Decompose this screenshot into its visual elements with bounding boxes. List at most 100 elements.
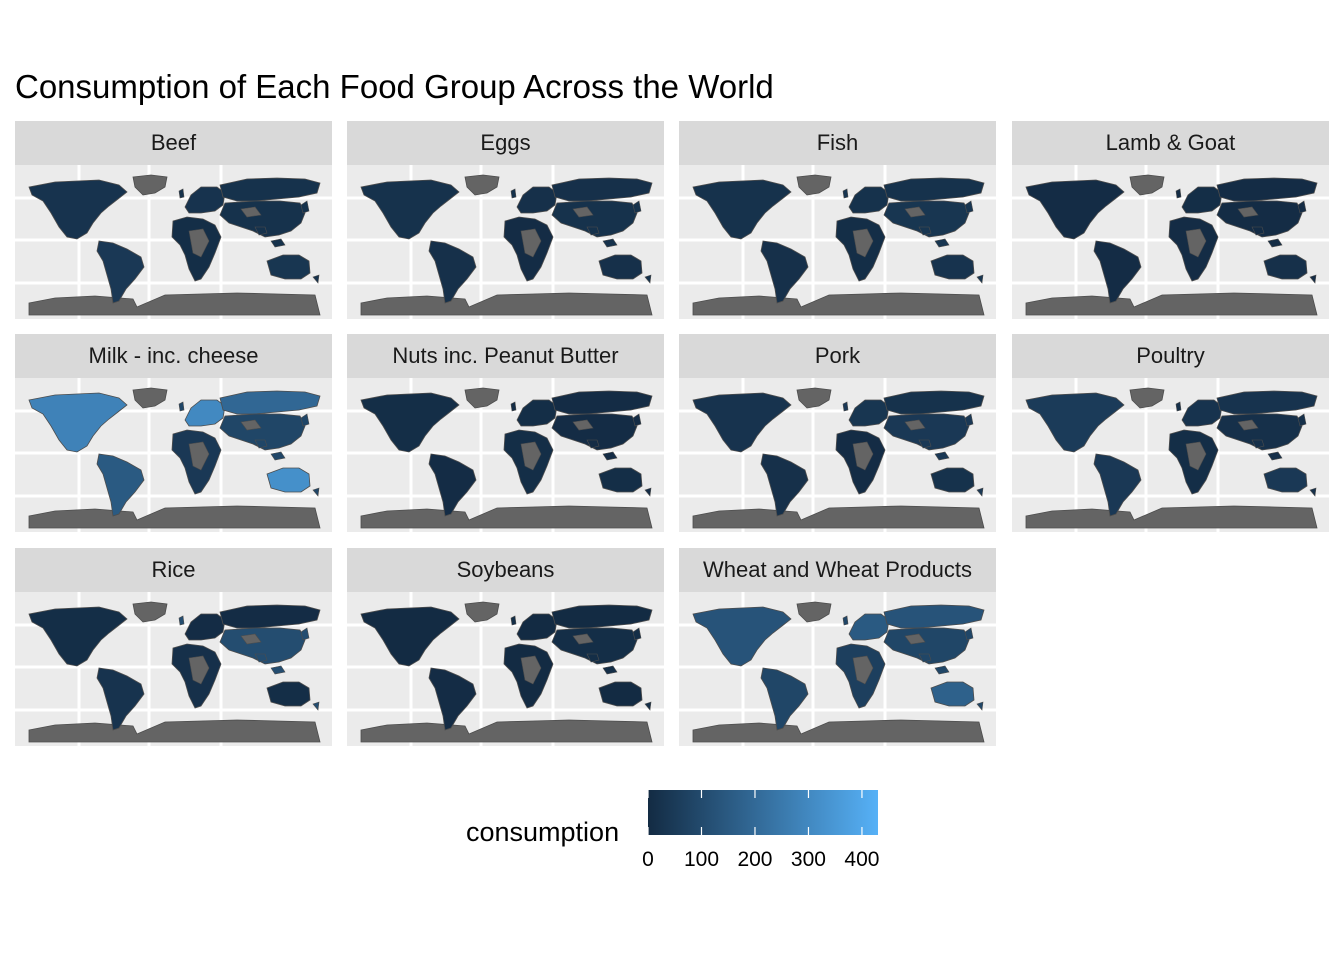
region-au — [1263, 254, 1308, 280]
region-as — [219, 627, 306, 665]
region-au — [1263, 467, 1308, 493]
region-as — [551, 200, 638, 238]
region-ru — [883, 390, 985, 415]
island — [300, 627, 310, 641]
region-au — [598, 254, 643, 280]
region-ru — [551, 604, 653, 629]
no-data-region — [1025, 292, 1318, 316]
island — [964, 627, 974, 641]
world-map — [679, 592, 996, 746]
facet-label: Fish — [679, 121, 996, 165]
facet-label: Milk - inc. cheese — [15, 334, 332, 378]
island — [270, 238, 286, 248]
facet-label: Wheat and Wheat Products — [679, 548, 996, 592]
region-eu — [184, 186, 226, 214]
no-data-region — [904, 206, 926, 218]
no-data-region — [464, 174, 500, 196]
region-sa — [1093, 453, 1142, 517]
no-data-region — [188, 228, 210, 258]
no-data-region — [520, 441, 542, 471]
region-as — [883, 200, 970, 238]
facet-label: Soybeans — [347, 548, 664, 592]
facet-panel: Fish — [679, 121, 996, 319]
island — [178, 615, 185, 626]
region-eu — [184, 399, 226, 427]
island — [1297, 200, 1307, 214]
island — [1309, 487, 1317, 497]
region-ru — [883, 177, 985, 202]
world-map — [347, 378, 664, 532]
no-data-region — [360, 505, 653, 529]
region-na — [28, 606, 128, 667]
region-sa — [96, 453, 145, 517]
no-data-region — [1237, 419, 1259, 431]
region-na — [692, 392, 792, 453]
world-map — [15, 592, 332, 746]
no-data-region — [572, 419, 594, 431]
chart-title: Consumption of Each Food Group Across th… — [15, 68, 774, 105]
no-data-region — [692, 505, 985, 529]
world-map — [1012, 165, 1329, 319]
world-map — [15, 378, 332, 532]
facet-panel: Milk - inc. cheese — [15, 334, 332, 532]
facet-panel: Poultry — [1012, 334, 1329, 532]
island — [934, 665, 950, 675]
legend-tick-label: 0 — [642, 848, 654, 871]
region-as — [1216, 200, 1303, 238]
world-map — [347, 592, 664, 746]
no-data-region — [464, 601, 500, 623]
island — [842, 615, 849, 626]
region-na — [360, 179, 460, 240]
facet-panel: Nuts inc. Peanut Butter — [347, 334, 664, 532]
region-as — [219, 413, 306, 451]
region-na — [28, 392, 128, 453]
island — [300, 413, 310, 427]
region-au — [930, 681, 975, 707]
region-sa — [428, 453, 477, 517]
island — [1297, 413, 1307, 427]
world-map — [347, 165, 664, 319]
no-data-region — [132, 174, 168, 196]
world-map — [1012, 378, 1329, 532]
island — [254, 653, 268, 663]
legend-title: consumption — [466, 817, 620, 847]
no-data-region — [852, 228, 874, 258]
region-as — [883, 413, 970, 451]
facet-label: Beef — [15, 121, 332, 165]
region-sa — [760, 453, 809, 517]
region-au — [930, 467, 975, 493]
island — [976, 274, 984, 284]
region-au — [266, 681, 311, 707]
region-sa — [760, 667, 809, 731]
no-data-region — [28, 292, 321, 316]
island — [842, 188, 849, 199]
world-map — [15, 165, 332, 319]
island — [1175, 401, 1182, 412]
island — [300, 200, 310, 214]
island — [178, 188, 185, 199]
island — [178, 401, 185, 412]
region-sa — [96, 240, 145, 304]
facet-label: Lamb & Goat — [1012, 121, 1329, 165]
legend-tick-label: 400 — [844, 848, 880, 871]
no-data-region — [1129, 174, 1165, 196]
facet-panel: Soybeans — [347, 548, 664, 746]
region-eu — [848, 613, 890, 641]
facet-panel: Beef — [15, 121, 332, 319]
region-sa — [428, 667, 477, 731]
facet-panel: Wheat and Wheat Products — [679, 548, 996, 746]
region-sa — [1093, 240, 1142, 304]
facet-panel: Lamb & Goat — [1012, 121, 1329, 319]
island — [934, 238, 950, 248]
region-ru — [1216, 177, 1318, 202]
island — [632, 200, 642, 214]
no-data-region — [520, 228, 542, 258]
island — [964, 200, 974, 214]
facet-label: Pork — [679, 334, 996, 378]
legend-tick-label: 100 — [683, 848, 720, 871]
region-eu — [1181, 186, 1223, 214]
island — [644, 274, 652, 284]
region-na — [692, 179, 792, 240]
island — [918, 226, 932, 236]
no-data-region — [904, 419, 926, 431]
